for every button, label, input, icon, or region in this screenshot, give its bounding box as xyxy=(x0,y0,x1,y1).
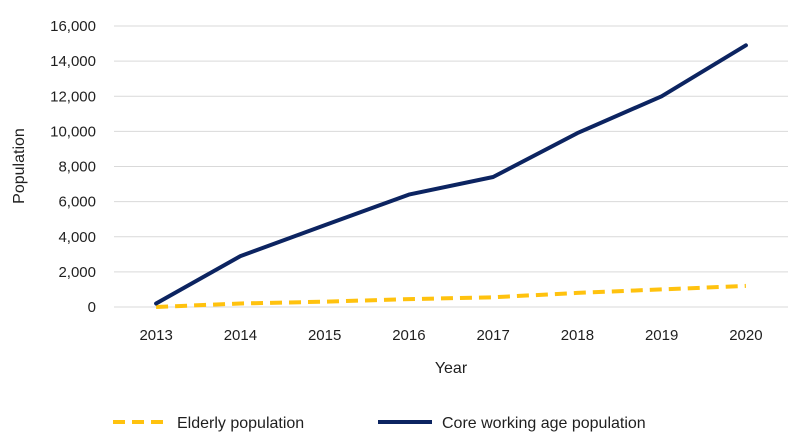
y-tick-label: 16,000 xyxy=(50,18,96,35)
legend-label-core-working-age: Core working age population xyxy=(442,415,646,432)
x-tick-label: 2013 xyxy=(139,327,172,344)
series-line-core-working-age xyxy=(154,43,748,306)
x-axis-ticks: 2013 2014 2015 2016 2017 2018 2019 2020 xyxy=(139,327,762,344)
y-tick-label: 12,000 xyxy=(50,88,96,105)
x-tick-label: 2018 xyxy=(561,327,594,344)
y-axis-title: Population xyxy=(11,128,28,204)
series-line-elderly xyxy=(156,283,746,309)
y-tick-label: 4,000 xyxy=(58,229,96,246)
y-tick-label: 2,000 xyxy=(58,264,96,281)
y-tick-label: 8,000 xyxy=(58,159,96,176)
x-tick-label: 2014 xyxy=(224,327,257,344)
x-tick-label: 2015 xyxy=(308,327,341,344)
x-tick-label: 2017 xyxy=(476,327,509,344)
x-tick-label: 2020 xyxy=(729,327,762,344)
y-tick-label: 0 xyxy=(88,299,96,316)
legend: Elderly population Core working age popu… xyxy=(113,415,646,432)
x-tick-label: 2016 xyxy=(392,327,425,344)
y-tick-label: 14,000 xyxy=(50,53,96,70)
gridlines xyxy=(114,25,788,308)
legend-item-elderly: Elderly population xyxy=(113,415,304,432)
y-tick-label: 10,000 xyxy=(50,123,96,140)
x-axis-title: Year xyxy=(435,360,468,377)
legend-label-elderly: Elderly population xyxy=(177,415,304,432)
y-axis-ticks: 0 2,000 4,000 6,000 8,000 10,000 12,000 14,000 1… xyxy=(50,18,96,316)
x-tick-label: 2019 xyxy=(645,327,678,344)
series-lines xyxy=(154,43,748,309)
y-tick-label: 6,000 xyxy=(58,194,96,211)
legend-item-core-working-age: Core working age population xyxy=(378,415,646,432)
